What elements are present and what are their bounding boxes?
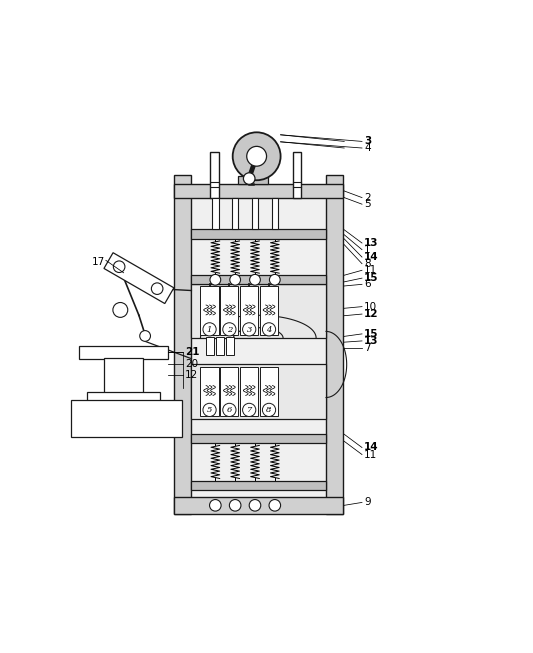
Bar	[260, 287, 278, 335]
Text: 11: 11	[364, 265, 377, 276]
Text: 4: 4	[266, 326, 272, 334]
Circle shape	[244, 173, 255, 184]
Text: 14: 14	[364, 252, 378, 262]
Text: 3: 3	[247, 326, 252, 334]
Text: 10: 10	[364, 302, 377, 311]
Bar	[191, 481, 326, 490]
Bar	[200, 287, 219, 335]
Circle shape	[151, 283, 163, 295]
Text: 13: 13	[364, 336, 378, 346]
Bar	[191, 198, 326, 497]
Bar	[220, 367, 238, 416]
Circle shape	[262, 404, 276, 417]
Circle shape	[203, 323, 216, 336]
Bar	[232, 198, 238, 229]
Bar	[191, 275, 326, 284]
Circle shape	[262, 323, 276, 336]
Text: 17: 17	[92, 257, 104, 266]
Polygon shape	[104, 253, 174, 304]
Text: 21: 21	[185, 347, 200, 357]
Circle shape	[269, 500, 280, 511]
Bar	[252, 198, 259, 229]
Bar	[293, 152, 301, 198]
Bar	[240, 367, 259, 416]
Bar	[191, 283, 326, 338]
Text: 15: 15	[364, 273, 378, 283]
Text: 5: 5	[207, 406, 212, 414]
Bar	[174, 184, 343, 198]
Bar	[211, 152, 219, 198]
Bar	[326, 175, 343, 513]
Text: 7: 7	[247, 406, 252, 414]
Circle shape	[209, 500, 221, 511]
Text: 5: 5	[364, 199, 370, 209]
Circle shape	[113, 302, 128, 317]
Circle shape	[243, 323, 256, 336]
Bar	[271, 198, 278, 229]
Text: 1: 1	[364, 245, 370, 255]
Text: 2: 2	[227, 326, 232, 334]
Text: 15: 15	[364, 329, 378, 339]
Bar	[191, 229, 326, 239]
Bar	[104, 358, 143, 392]
Bar	[191, 364, 326, 419]
Bar	[212, 198, 219, 229]
Text: 20: 20	[185, 358, 198, 369]
Bar	[220, 287, 238, 335]
Text: 8: 8	[364, 259, 370, 268]
Text: 4: 4	[364, 143, 370, 153]
Bar	[240, 287, 259, 335]
Text: 1: 1	[207, 326, 212, 334]
Text: 12: 12	[364, 309, 378, 319]
Circle shape	[233, 133, 280, 180]
Circle shape	[210, 274, 221, 285]
Text: 7: 7	[364, 343, 370, 353]
Circle shape	[270, 274, 280, 285]
Text: 6: 6	[227, 406, 232, 414]
Bar	[174, 497, 343, 513]
Bar	[191, 434, 326, 443]
Circle shape	[247, 146, 266, 166]
Circle shape	[230, 274, 240, 285]
Bar	[87, 392, 159, 401]
Circle shape	[223, 404, 236, 417]
Text: 2: 2	[364, 193, 370, 202]
Text: 11: 11	[364, 449, 377, 460]
Circle shape	[114, 261, 125, 272]
Circle shape	[249, 500, 261, 511]
Text: 12: 12	[185, 370, 198, 380]
Bar	[226, 337, 233, 355]
Bar	[206, 337, 214, 355]
Circle shape	[140, 330, 150, 342]
Text: 8: 8	[266, 406, 272, 414]
Bar	[71, 400, 182, 437]
Bar	[79, 346, 168, 358]
Circle shape	[203, 404, 216, 417]
Bar	[174, 175, 191, 513]
Circle shape	[243, 404, 256, 417]
Text: 3: 3	[364, 136, 372, 146]
Circle shape	[223, 323, 236, 336]
Text: 13: 13	[364, 238, 378, 248]
Text: 9: 9	[364, 498, 370, 507]
Bar	[238, 176, 268, 184]
Text: 14: 14	[364, 443, 378, 453]
Bar	[260, 367, 278, 416]
Circle shape	[249, 274, 260, 285]
Circle shape	[229, 500, 241, 511]
Text: 6: 6	[364, 279, 370, 289]
Bar	[216, 337, 224, 355]
Bar	[200, 367, 219, 416]
